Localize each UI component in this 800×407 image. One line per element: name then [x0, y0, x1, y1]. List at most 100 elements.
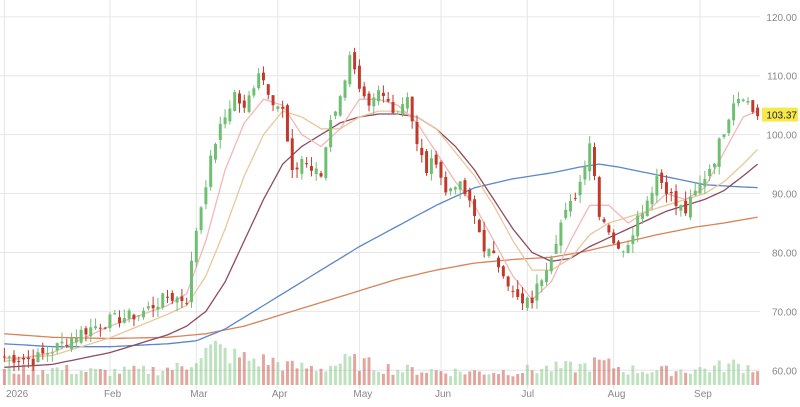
volume-bar — [132, 365, 136, 385]
candle-body — [372, 97, 376, 107]
volume-bar — [209, 344, 213, 385]
candle-body — [309, 166, 313, 171]
volume-bar — [22, 364, 26, 385]
volume-bar — [362, 358, 366, 385]
volume-bar — [247, 360, 251, 385]
candle-body — [343, 80, 347, 98]
volume-bar — [50, 367, 54, 385]
candle-body — [593, 147, 596, 177]
volume-bar — [458, 371, 462, 385]
candle-body — [439, 161, 443, 178]
x-tick-label: 2026 — [6, 389, 29, 400]
candle-body — [233, 92, 237, 111]
volume-bar — [271, 357, 275, 385]
candle-body — [684, 200, 688, 214]
volume-bar — [688, 373, 692, 385]
volume-bar — [305, 368, 309, 385]
volume-bar — [473, 370, 477, 385]
volume-bar — [214, 340, 217, 385]
volume-bar — [684, 372, 688, 385]
candle-body — [146, 306, 150, 309]
candle-body — [26, 357, 30, 360]
volume-bar — [492, 372, 496, 385]
volume-bar — [233, 348, 237, 385]
candle-body — [473, 199, 477, 216]
volume-bar — [98, 369, 102, 385]
volume-bar — [108, 375, 112, 385]
candle-body — [257, 73, 261, 89]
candle-body — [31, 358, 35, 366]
volume-bar — [501, 370, 505, 385]
candle-body — [631, 235, 635, 245]
volume-bar — [516, 373, 520, 385]
candle-body — [698, 182, 702, 194]
candle-body — [621, 251, 625, 253]
volume-bar — [122, 366, 126, 385]
candle-body — [22, 357, 26, 360]
volume-bar — [525, 364, 529, 385]
candle-body — [161, 293, 165, 308]
volume-bar — [396, 369, 400, 385]
candle-body — [554, 243, 558, 254]
volume-bar — [324, 371, 328, 385]
volume-bars — [2, 340, 760, 385]
candle-body — [602, 219, 606, 222]
candle-body — [185, 303, 189, 305]
candle-body — [79, 329, 83, 343]
volume-bar — [175, 362, 179, 385]
candle-body — [127, 310, 131, 319]
candle-body — [463, 180, 467, 195]
volume-bar — [314, 371, 318, 385]
candle-body — [703, 178, 707, 187]
candle-body — [252, 88, 256, 96]
volume-bar — [401, 372, 405, 385]
candle-body — [300, 159, 304, 174]
candle-body — [573, 197, 577, 199]
last-price-marker: 103.37 — [762, 107, 798, 122]
volume-bar — [415, 374, 419, 385]
volume-bar — [41, 370, 45, 385]
candle-body — [468, 189, 472, 201]
volume-bar — [257, 366, 261, 385]
volume-bar — [545, 365, 548, 385]
volume-bar — [386, 364, 390, 385]
volume-bar — [751, 372, 755, 385]
candle-body — [693, 190, 697, 196]
volume-bar — [540, 369, 544, 385]
candle-body — [650, 192, 654, 205]
candle-body — [679, 205, 683, 211]
volume-bar — [698, 367, 702, 385]
candle-body — [151, 304, 155, 309]
candle-body — [597, 177, 601, 217]
candle-body — [564, 209, 568, 218]
candle-body — [132, 314, 136, 320]
candle-body — [525, 297, 529, 308]
candle-body — [247, 95, 251, 112]
candle-body — [391, 101, 395, 113]
volume-bar — [727, 363, 731, 385]
candle-body — [175, 297, 179, 303]
candle-body — [218, 123, 222, 140]
volume-bar — [84, 372, 88, 385]
volume-bar — [79, 370, 83, 385]
volume-bar — [655, 370, 659, 385]
candle-body — [746, 100, 750, 103]
candle-body — [180, 296, 184, 302]
candle-body — [636, 215, 640, 237]
candle-body — [501, 266, 505, 277]
candle-body — [237, 93, 241, 104]
candle-body — [214, 143, 217, 160]
volume-bar — [2, 369, 6, 385]
candle-body — [2, 356, 6, 358]
candle-body — [46, 353, 50, 355]
x-tick-label: Mar — [190, 389, 208, 400]
volume-bar — [631, 365, 635, 385]
candle-body — [569, 200, 572, 212]
candle-body — [94, 326, 98, 329]
volume-bar — [679, 369, 683, 385]
volume-bar — [602, 360, 606, 385]
candle-body — [434, 154, 438, 165]
volume-bar — [199, 358, 203, 385]
volume-bar — [487, 374, 491, 385]
